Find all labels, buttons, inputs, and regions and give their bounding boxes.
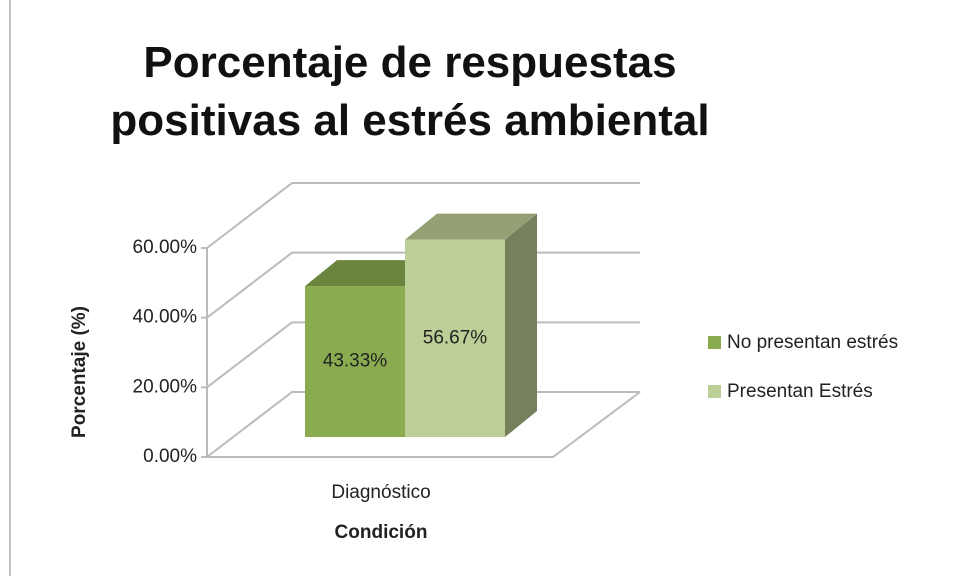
chart-title: Porcentaje de respuestas positivas al es… bbox=[110, 38, 710, 145]
grid-line bbox=[206, 182, 640, 249]
legend-swatch bbox=[708, 385, 721, 398]
y-tick-label: 20.00% bbox=[133, 376, 198, 397]
x-axis-label: Condición bbox=[335, 522, 428, 543]
y-tick-label: 60.00% bbox=[133, 237, 198, 258]
bar bbox=[305, 286, 405, 437]
x-tick-label: Diagnóstico bbox=[331, 482, 430, 503]
y-tick-label: 40.00% bbox=[133, 307, 198, 328]
legend-label: No presentan estrés bbox=[727, 332, 898, 353]
data-label: 43.33% bbox=[323, 351, 388, 372]
legend-swatch bbox=[708, 336, 721, 349]
bar-top bbox=[405, 213, 537, 240]
y-tick-label: 0.00% bbox=[143, 446, 197, 467]
floor-edge bbox=[207, 391, 641, 458]
y-axis-label: Porcentaje (%) bbox=[69, 306, 90, 438]
bar bbox=[405, 239, 505, 437]
data-label: 56.67% bbox=[423, 327, 488, 348]
bar-side bbox=[505, 213, 537, 437]
legend-label: Presentan Estrés bbox=[727, 381, 873, 402]
bar-top bbox=[305, 260, 437, 287]
